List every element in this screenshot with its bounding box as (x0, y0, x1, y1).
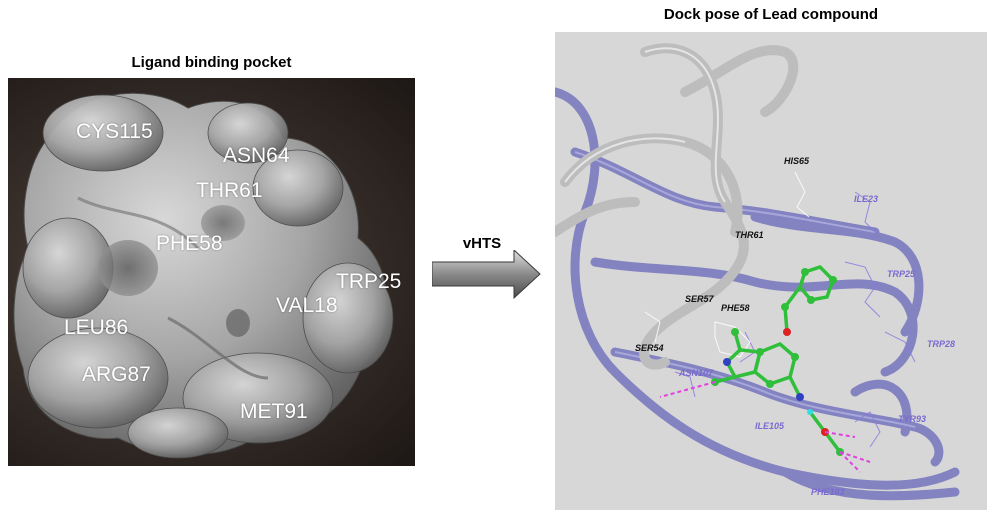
residue-label-val18: VAL18 (276, 294, 338, 317)
dock-residue-ile23: ILE23 (854, 194, 879, 204)
dock-residue-tyr93: TYR93 (898, 414, 927, 424)
residue-label-arg87: ARG87 (82, 363, 151, 386)
residue-label-met91: MET91 (240, 400, 308, 423)
dock-residue-ser57: SER57 (685, 294, 714, 304)
dock-pose-image: HIS65 THR61 SER57 PHE58 SER54 ILE23 TRP2… (555, 32, 987, 510)
left-panel-title: Ligand binding pocket (131, 54, 292, 71)
dock-residue-trp25: TRP25 (887, 269, 916, 279)
dock-residue-asn107: ASN107 (679, 368, 714, 378)
dock-residue-phe103: PHE103 (811, 487, 845, 497)
residue-label-thr61: THR61 (196, 179, 263, 202)
residue-label-cys115: CYS115 (76, 120, 153, 143)
residue-label-trp25: TRP25 (336, 270, 402, 293)
dock-residue-phe58: PHE58 (721, 303, 750, 313)
residue-label-phe58: PHE58 (156, 232, 223, 255)
dock-residue-thr61: THR61 (735, 230, 764, 240)
residue-label-leu86: LEU86 (64, 316, 129, 339)
dock-residue-his65: HIS65 (784, 156, 810, 166)
right-panel-title: Dock pose of Lead compound (663, 6, 879, 23)
right-arrow-icon (432, 250, 541, 300)
binding-pocket-surface-image: CYS115 ASN64 THR61 PHE58 TRP25 VAL18 LEU… (8, 78, 415, 466)
dock-residue-ile105: ILE105 (755, 421, 785, 431)
protein-surface-drawing (13, 92, 394, 459)
residue-label-asn64: ASN64 (223, 144, 290, 167)
dock-residue-trp28: TRP28 (927, 339, 956, 349)
dock-residue-ser54: SER54 (635, 343, 664, 353)
vhts-arrow-label: vHTS (462, 235, 502, 252)
docking-structure-drawing (555, 43, 960, 501)
